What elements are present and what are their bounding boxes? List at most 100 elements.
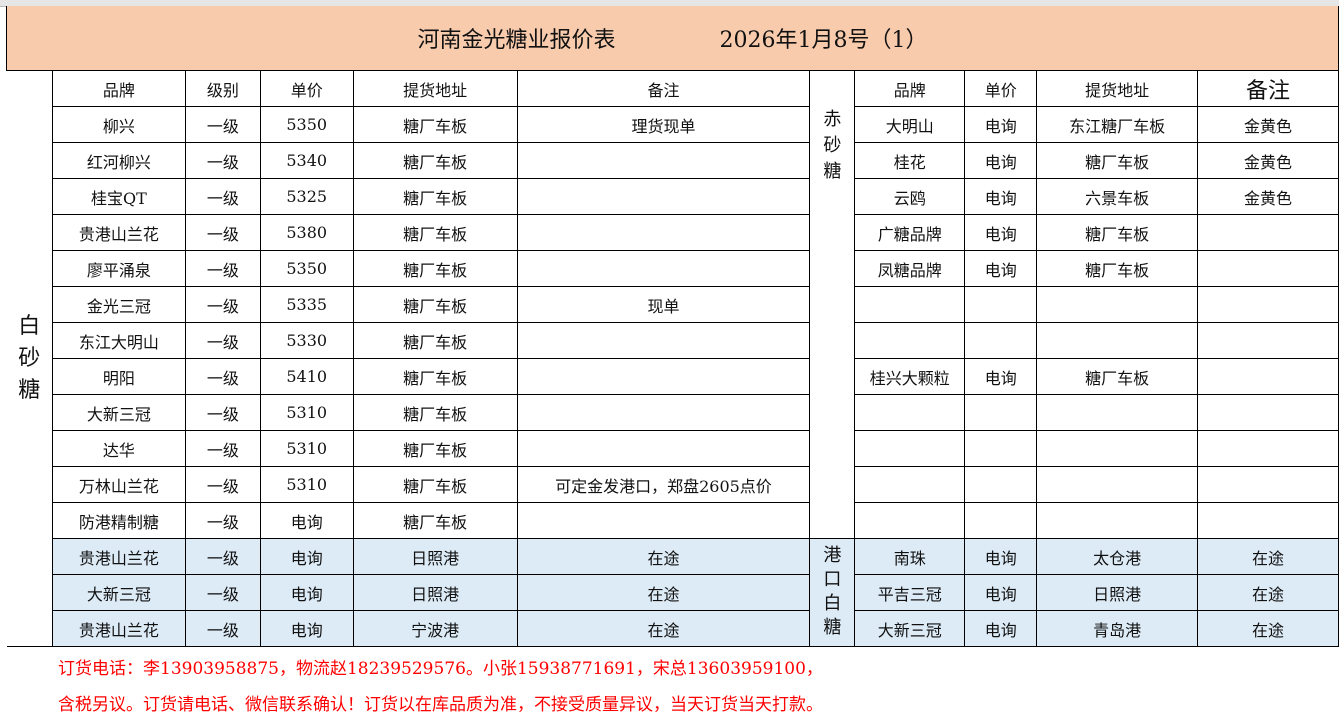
cell-grade[interactable]: 一级 (184, 250, 261, 287)
cell-pickup-location[interactable]: 日照港 (352, 538, 518, 575)
cell-right-price[interactable]: 电询 (964, 214, 1038, 251)
cell-price[interactable]: 5310 (259, 430, 354, 467)
cell-right-pickup-location[interactable] (1036, 286, 1199, 323)
cell-price[interactable]: 5335 (259, 286, 354, 323)
cell-right-brand[interactable]: 大新三冠 (854, 610, 966, 647)
cell-brand[interactable]: 廖平涌泉 (51, 250, 186, 287)
cell-pickup-location[interactable]: 糖厂车板 (352, 250, 518, 287)
cell-brand[interactable]: 大新三冠 (51, 394, 186, 431)
cell-right-pickup-location[interactable] (1036, 502, 1199, 539)
cell-right-brand[interactable]: 大明山 (854, 106, 966, 143)
cell-grade[interactable]: 一级 (184, 322, 261, 359)
section-white-sugar[interactable]: 白砂糖 (6, 70, 53, 647)
cell-pickup-location[interactable]: 糖厂车板 (352, 358, 518, 395)
cell-right-price[interactable] (964, 286, 1038, 323)
cell-right-price[interactable]: 电询 (964, 538, 1038, 575)
cell-pickup-location[interactable]: 日照港 (352, 574, 518, 611)
cell-brand[interactable]: 东江大明山 (51, 322, 186, 359)
cell-right-price[interactable]: 电询 (964, 610, 1038, 647)
cell-remark[interactable]: 在途 (516, 574, 811, 611)
cell-price[interactable]: 5340 (259, 142, 354, 179)
header-remark[interactable]: 备注 (516, 70, 811, 107)
cell-right-pickup-location[interactable]: 东江糖厂车板 (1036, 106, 1199, 143)
cell-right-pickup-location[interactable] (1036, 466, 1199, 503)
cell-right-brand[interactable]: 桂兴大颗粒 (854, 358, 966, 395)
cell-grade[interactable]: 一级 (184, 502, 261, 539)
cell-pickup-location[interactable]: 糖厂车板 (352, 142, 518, 179)
cell-right-remark[interactable]: 在途 (1197, 610, 1339, 647)
cell-remark[interactable]: 现单 (516, 286, 811, 323)
cell-grade[interactable]: 一级 (184, 178, 261, 215)
cell-brand[interactable]: 金光三冠 (51, 286, 186, 323)
header-right-price[interactable]: 单价 (964, 70, 1038, 107)
cell-pickup-location[interactable]: 糖厂车板 (352, 430, 518, 467)
cell-right-brand[interactable] (854, 466, 966, 503)
cell-right-brand[interactable] (854, 430, 966, 467)
cell-price[interactable]: 5330 (259, 322, 354, 359)
cell-grade[interactable]: 一级 (184, 286, 261, 323)
cell-right-remark[interactable] (1197, 250, 1339, 287)
cell-brand[interactable]: 贵港山兰花 (51, 214, 186, 251)
cell-right-remark[interactable] (1197, 358, 1339, 395)
cell-right-remark[interactable] (1197, 214, 1339, 251)
cell-right-remark[interactable]: 金黄色 (1197, 106, 1339, 143)
cell-right-price[interactable] (964, 466, 1038, 503)
cell-price[interactable]: 电询 (259, 574, 354, 611)
section-red-sugar[interactable]: 赤砂糖 (809, 70, 856, 539)
cell-right-price[interactable] (964, 322, 1038, 359)
cell-pickup-location[interactable]: 糖厂车板 (352, 466, 518, 503)
cell-price[interactable]: 5350 (259, 106, 354, 143)
cell-grade[interactable]: 一级 (184, 142, 261, 179)
section-port-white-sugar[interactable]: 港口白糖 (809, 538, 856, 647)
cell-grade[interactable]: 一级 (184, 466, 261, 503)
cell-price[interactable]: 5350 (259, 250, 354, 287)
cell-pickup-location[interactable]: 糖厂车板 (352, 178, 518, 215)
cell-pickup-location[interactable]: 糖厂车板 (352, 502, 518, 539)
cell-brand[interactable]: 贵港山兰花 (51, 538, 186, 575)
header-right-pickup-location[interactable]: 提货地址 (1036, 70, 1199, 107)
cell-brand[interactable]: 万林山兰花 (51, 466, 186, 503)
cell-brand[interactable]: 贵港山兰花 (51, 610, 186, 647)
cell-right-brand[interactable]: 平吉三冠 (854, 574, 966, 611)
cell-pickup-location[interactable]: 宁波港 (352, 610, 518, 647)
cell-right-brand[interactable] (854, 286, 966, 323)
cell-remark[interactable] (516, 250, 811, 287)
cell-right-brand[interactable]: 南珠 (854, 538, 966, 575)
cell-pickup-location[interactable]: 糖厂车板 (352, 322, 518, 359)
cell-right-pickup-location[interactable]: 糖厂车板 (1036, 358, 1199, 395)
cell-right-pickup-location[interactable]: 六景车板 (1036, 178, 1199, 215)
cell-brand[interactable]: 红河柳兴 (51, 142, 186, 179)
cell-right-price[interactable] (964, 394, 1038, 431)
header-right-remark[interactable]: 备注 (1197, 70, 1339, 107)
cell-price[interactable]: 电询 (259, 502, 354, 539)
cell-grade[interactable]: 一级 (184, 106, 261, 143)
cell-right-price[interactable]: 电询 (964, 178, 1038, 215)
cell-grade[interactable]: 一级 (184, 430, 261, 467)
cell-right-price[interactable]: 电询 (964, 358, 1038, 395)
cell-grade[interactable]: 一级 (184, 394, 261, 431)
cell-remark[interactable]: 理货现单 (516, 106, 811, 143)
cell-price[interactable]: 5410 (259, 358, 354, 395)
header-grade[interactable]: 级别 (184, 70, 261, 107)
cell-grade[interactable]: 一级 (184, 610, 261, 647)
cell-right-pickup-location[interactable]: 糖厂车板 (1036, 250, 1199, 287)
cell-right-price[interactable]: 电询 (964, 250, 1038, 287)
header-brand[interactable]: 品牌 (51, 70, 186, 107)
cell-right-pickup-location[interactable] (1036, 394, 1199, 431)
cell-remark[interactable] (516, 142, 811, 179)
cell-remark[interactable] (516, 430, 811, 467)
cell-brand[interactable]: 桂宝QT (51, 178, 186, 215)
cell-right-price[interactable]: 电询 (964, 106, 1038, 143)
cell-right-price[interactable] (964, 430, 1038, 467)
cell-right-pickup-location[interactable] (1036, 430, 1199, 467)
cell-remark[interactable] (516, 214, 811, 251)
cell-right-remark[interactable] (1197, 430, 1339, 467)
cell-brand[interactable]: 达华 (51, 430, 186, 467)
cell-brand[interactable]: 防港精制糖 (51, 502, 186, 539)
cell-price[interactable]: 电询 (259, 610, 354, 647)
cell-right-remark[interactable] (1197, 322, 1339, 359)
cell-grade[interactable]: 一级 (184, 574, 261, 611)
cell-right-pickup-location[interactable]: 青岛港 (1036, 610, 1199, 647)
cell-price[interactable]: 5310 (259, 466, 354, 503)
cell-price[interactable]: 电询 (259, 538, 354, 575)
